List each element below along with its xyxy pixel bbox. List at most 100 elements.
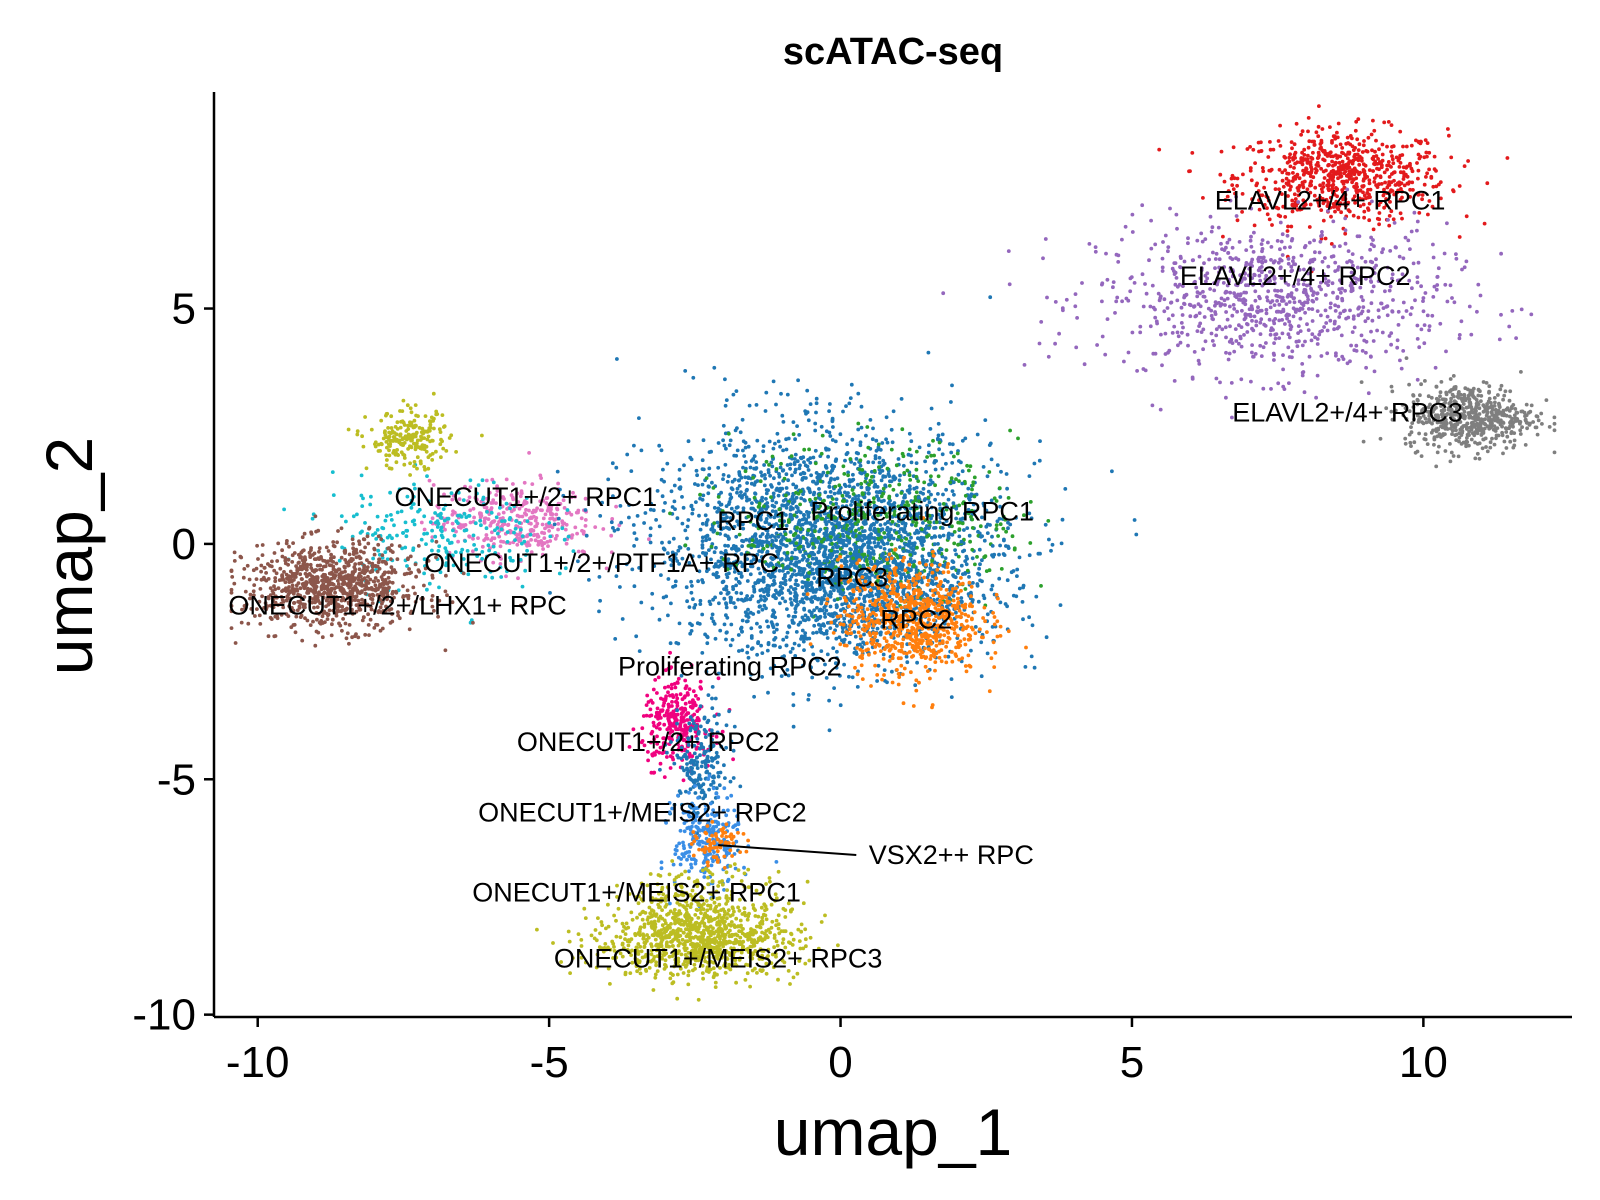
data-point bbox=[389, 557, 393, 561]
data-point bbox=[339, 526, 344, 531]
data-point bbox=[610, 517, 615, 521]
data-point bbox=[371, 533, 375, 537]
data-point bbox=[1374, 257, 1378, 262]
data-point bbox=[1175, 330, 1180, 335]
data-point bbox=[1308, 160, 1313, 165]
data-point bbox=[1279, 239, 1284, 244]
data-point bbox=[1305, 161, 1310, 165]
data-point bbox=[1220, 327, 1225, 332]
data-point bbox=[323, 620, 327, 624]
data-point bbox=[659, 448, 664, 453]
data-point bbox=[1267, 317, 1272, 322]
data-point bbox=[1037, 458, 1042, 463]
data-point bbox=[1457, 336, 1462, 341]
data-point bbox=[340, 545, 344, 550]
data-point bbox=[1333, 161, 1338, 166]
data-point bbox=[752, 694, 756, 699]
data-point bbox=[1269, 167, 1274, 172]
data-point bbox=[313, 643, 318, 648]
data-point bbox=[272, 634, 277, 639]
data-point bbox=[1369, 329, 1373, 334]
data-point bbox=[1397, 254, 1402, 259]
data-point bbox=[484, 536, 488, 541]
data-point bbox=[1408, 312, 1413, 317]
data-point bbox=[1459, 319, 1464, 324]
data-point bbox=[1318, 183, 1322, 188]
data-point bbox=[376, 542, 381, 547]
data-point bbox=[1352, 169, 1357, 174]
data-point bbox=[1328, 176, 1333, 180]
data-point bbox=[1321, 157, 1325, 162]
data-point bbox=[266, 634, 271, 639]
data-point bbox=[1339, 164, 1344, 169]
data-point bbox=[800, 580, 805, 584]
data-point bbox=[828, 402, 832, 406]
data-point bbox=[1322, 325, 1326, 329]
data-point bbox=[1283, 281, 1288, 285]
data-point bbox=[1249, 244, 1254, 249]
data-point bbox=[921, 491, 925, 496]
data-point bbox=[1162, 297, 1167, 302]
data-point bbox=[1380, 330, 1385, 335]
data-point bbox=[1281, 367, 1285, 372]
data-point bbox=[1384, 197, 1388, 201]
data-point bbox=[1424, 150, 1429, 155]
data-point bbox=[502, 519, 507, 523]
data-point bbox=[1278, 295, 1282, 299]
data-point bbox=[1160, 256, 1165, 261]
data-point bbox=[1105, 277, 1110, 282]
data-point bbox=[746, 444, 751, 449]
data-point bbox=[1325, 314, 1330, 319]
data-point bbox=[1192, 350, 1197, 354]
data-point bbox=[730, 487, 735, 492]
data-point bbox=[372, 552, 377, 557]
data-point bbox=[1264, 307, 1269, 312]
data-point bbox=[1116, 260, 1121, 264]
data-point bbox=[1296, 324, 1301, 328]
data-point bbox=[1423, 432, 1428, 437]
data-point bbox=[1315, 309, 1320, 313]
data-point bbox=[1512, 438, 1517, 443]
data-point bbox=[817, 487, 821, 491]
data-point bbox=[309, 546, 313, 550]
data-point bbox=[462, 512, 467, 516]
data-point bbox=[340, 582, 345, 586]
data-point bbox=[1534, 414, 1539, 418]
data-point bbox=[1377, 315, 1381, 319]
data-point bbox=[1395, 345, 1400, 350]
data-point bbox=[1328, 301, 1333, 306]
data-point bbox=[1315, 160, 1320, 165]
data-point bbox=[1163, 331, 1168, 336]
data-point bbox=[467, 535, 472, 539]
data-point bbox=[1218, 380, 1222, 385]
data-point bbox=[1275, 299, 1279, 303]
data-point bbox=[344, 519, 348, 524]
data-point bbox=[1391, 217, 1396, 222]
data-point bbox=[1287, 300, 1292, 304]
data-point bbox=[1263, 259, 1268, 264]
data-point bbox=[1378, 436, 1383, 441]
data-point bbox=[462, 528, 467, 533]
data-point bbox=[990, 534, 994, 539]
data-point bbox=[495, 531, 500, 536]
data-point bbox=[1148, 304, 1153, 309]
data-point bbox=[1371, 118, 1375, 123]
data-point bbox=[1435, 275, 1440, 279]
data-point bbox=[843, 484, 848, 488]
data-point bbox=[1283, 322, 1287, 326]
data-point bbox=[682, 463, 686, 468]
data-point bbox=[1073, 304, 1078, 309]
data-point bbox=[1287, 155, 1292, 160]
data-point bbox=[1309, 338, 1314, 343]
data-point bbox=[1379, 182, 1384, 186]
data-point bbox=[754, 403, 759, 407]
data-point bbox=[1359, 380, 1364, 384]
data-point bbox=[831, 425, 835, 429]
data-point bbox=[711, 529, 716, 534]
data-point bbox=[375, 528, 380, 532]
chart-title: scATAC-seq bbox=[783, 31, 1003, 73]
data-point bbox=[1279, 276, 1284, 280]
data-point bbox=[1390, 157, 1395, 162]
data-point bbox=[1209, 313, 1214, 318]
data-point bbox=[446, 516, 451, 521]
